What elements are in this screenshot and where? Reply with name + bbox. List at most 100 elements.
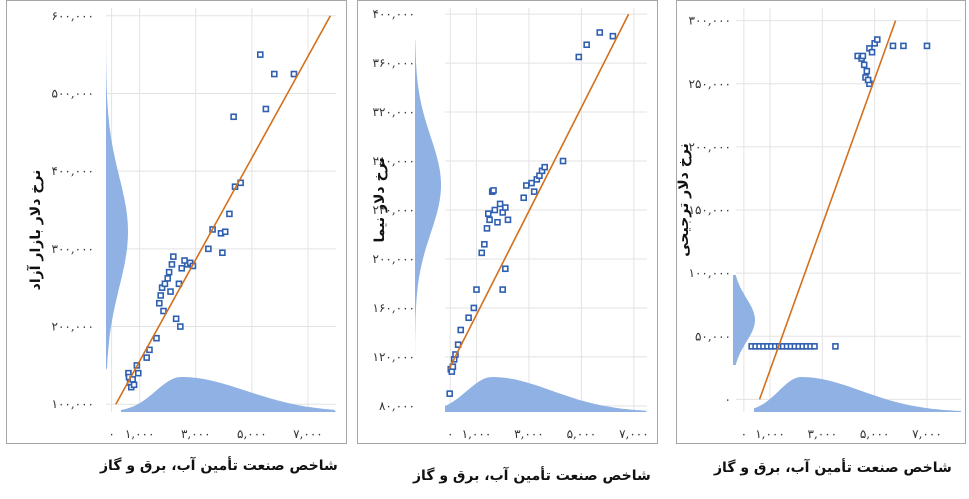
data-point [484,210,492,217]
scatter-chart-nima-rate: ۸۰,۰۰۰ ۱۲۰,۰۰۰ ۱۶۰,۰۰۰ ۲۰۰,۰۰۰ ۲۴۰,۰۰۰ ۲۸۰,۰۰… [357,0,658,444]
data-point [481,240,488,248]
x-density-area [445,377,647,412]
data-point [483,225,491,232]
data-point [596,29,604,36]
data-point [494,218,501,226]
data-point [130,381,138,389]
data-point [457,326,465,334]
x-axis-caption-3: شاخص صنعت تأمین آب، برق و گاز [714,460,952,476]
chart-frame [6,0,347,444]
data-point [157,292,164,299]
data-point [504,216,512,224]
y-axis-label: نرخ دلار ترجیحی [676,143,692,257]
y-tick-label: ۵۰۰,۰۰۰ [52,86,95,100]
data-point [470,304,478,312]
y-tick-label: ۱۶۰,۰۰۰ [373,301,416,315]
chart-frame [676,0,966,444]
data-point [230,113,237,121]
y-tick-label: ۸۰,۰۰۰ [379,399,415,413]
data-point [226,210,233,218]
data-point [219,249,226,257]
y-tick-label: ۳۰۰,۰۰۰ [52,242,95,256]
y-tick-label: ۶۰۰,۰۰۰ [52,9,95,23]
data-point [499,286,507,293]
data-point [290,70,298,78]
data-point [523,182,530,189]
data-point [262,105,270,113]
y-tick-label: ۱۰۰,۰۰۰ [52,397,95,411]
data-point [178,264,186,272]
trend-line [758,20,897,400]
data-point [502,265,509,273]
y-tick-label: ۲۰۰,۰۰۰ [52,320,95,334]
x-axis-caption-1: شاخص صنعت تأمین آب، برق و گاز [100,458,338,474]
x-tick-label: ۵,۰۰۰ [567,427,597,441]
data-point [863,67,871,75]
data-point [170,253,177,260]
data-point [530,188,538,195]
data-point [143,354,150,361]
y-tick-label: ۲۸۰,۰۰۰ [373,154,416,168]
data-point [496,200,504,208]
y-tick-label: ۱۰۰,۰۰۰ [689,266,732,280]
data-point [575,53,583,61]
y-tick-label: ۱۲۰,۰۰۰ [373,350,416,364]
data-point [146,346,153,354]
y-tick-label: ۳۶۰,۰۰۰ [373,56,416,70]
data-point [868,48,876,56]
data-point [873,36,881,43]
data-point [811,343,818,350]
chart-panel-3: ۰ ۵۰,۰۰۰ ۱۰۰,۰۰۰ ۱۵۰,۰۰۰ ۲۰۰,۰۰۰ ۲۵۰,۰۰۰ ۳۰۰,۰… [676,0,966,444]
x-tick-label: ۱,۰۰۰ [462,427,492,441]
data-point [528,179,535,187]
data-point [256,51,264,58]
y-axis-label: نرخ دلار نیما [372,157,388,242]
x-tick-label: ۳,۰۰۰ [514,427,544,441]
x-tick-label: ۵,۰۰۰ [860,427,890,441]
y-tick-label: ۰ [725,392,731,406]
x-axis-caption-2: شاخص صنعت تأمین آب، برق و گاز [413,468,651,484]
data-point [270,70,278,78]
data-point [465,314,472,322]
data-point [923,42,931,50]
x-tick-label: ۰ [741,427,747,441]
data-point [221,228,229,236]
y-axis-label: نرخ دلار بازار آزاد [26,170,44,291]
data-point [583,41,590,49]
data-point [153,334,160,342]
y-tick-label: ۴۰۰,۰۰۰ [373,7,416,21]
data-point [134,369,142,377]
data-point [168,261,176,268]
x-density-area [121,377,336,412]
data-point [177,323,184,330]
data-point [520,194,528,202]
data-point [491,206,499,214]
data-point [490,187,497,194]
data-point [559,157,567,165]
y-tick-label: ۳۰۰,۰۰۰ [689,14,732,28]
data-point [473,286,480,293]
scatter-chart-free-market-rate: ۱۰۰,۰۰۰ ۲۰۰,۰۰۰ ۳۰۰,۰۰۰ ۴۰۰,۰۰۰ ۵۰۰,۰۰۰ ۶۰۰,۰… [6,0,347,444]
x-density-area [754,377,961,412]
x-tick-label: ۱,۰۰۰ [125,427,155,441]
trend-line [115,15,332,405]
x-tick-label: ۳,۰۰۰ [808,427,838,441]
data-point [541,163,548,171]
y-tick-label: ۳۲۰,۰۰۰ [373,105,416,119]
x-tick-label: ۵,۰۰۰ [237,427,267,441]
data-point [155,299,163,307]
x-tick-label: ۳,۰۰۰ [181,427,211,441]
data-point [160,307,167,315]
data-point [486,216,493,224]
y-tick-label: ۴۰۰,۰۰۰ [52,164,95,178]
x-tick-label: ۷,۰۰۰ [293,427,323,441]
data-point [478,249,486,257]
data-point [165,268,173,276]
data-point [900,42,907,50]
x-tick-label: ۱,۰۰۰ [755,427,785,441]
y-tick-label: ۲۵۰,۰۰۰ [689,77,732,91]
y-tick-label: ۲۰۰,۰۰۰ [689,140,732,154]
data-point [502,204,509,211]
data-point [446,390,454,397]
scatter-chart-preferential-rate: ۰ ۵۰,۰۰۰ ۱۰۰,۰۰۰ ۱۵۰,۰۰۰ ۲۰۰,۰۰۰ ۲۵۰,۰۰۰ ۳۰۰,۰… [676,0,966,444]
